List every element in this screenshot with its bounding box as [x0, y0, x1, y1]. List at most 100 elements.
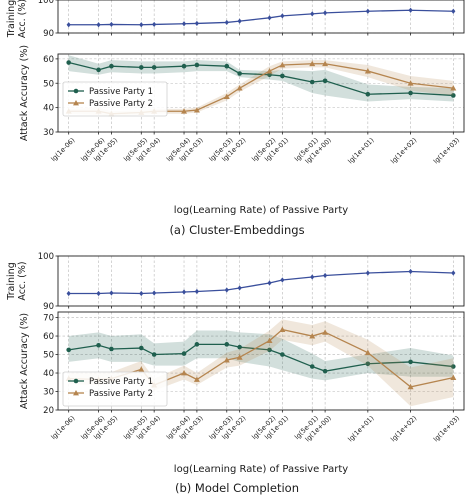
data-point: [266, 337, 273, 344]
y-tick-label: 30: [43, 128, 54, 138]
y-tick-label: 30: [43, 388, 54, 398]
data-point: [365, 270, 370, 276]
data-point: [267, 347, 272, 353]
data-point: [109, 63, 114, 69]
figure-a: 90 100 Training Acc. (%) 30 40 50 60 Attack Accu…: [6, 0, 465, 237]
y-tick-label: 50: [43, 79, 54, 89]
data-point: [451, 8, 456, 14]
attack-acc-panel-a: 30 40 50 60 Attack Accuracy (%) Passive Party…: [19, 45, 465, 141]
data-point: [236, 354, 243, 360]
data-point: [309, 79, 315, 85]
data-point: [181, 63, 187, 69]
data-point: [237, 71, 242, 76]
data-point: [194, 20, 199, 27]
data-point: [151, 352, 157, 357]
data-point: [96, 342, 101, 348]
y-tick-label: 60: [43, 55, 54, 65]
data-point: [66, 347, 71, 353]
legend-marker: [73, 390, 79, 396]
x-tick-label: lg(1e-06): [49, 414, 76, 441]
y-axis-label-line: Training: [6, 262, 17, 301]
data-point: [365, 91, 371, 97]
data-point: [237, 344, 242, 350]
confidence-band: [68, 330, 454, 381]
legend-marker: [73, 100, 79, 106]
data-point: [224, 63, 230, 69]
y-tick-label: 20: [43, 406, 54, 416]
data-point: [309, 333, 316, 339]
x-axis-label: log(Learning Rate) of Passive Party: [174, 464, 348, 475]
series-1-b-0: [66, 268, 456, 297]
y-tick-label: 100: [38, 252, 54, 262]
legend-label: Passive Party 2: [89, 389, 153, 399]
x-tick-label: lg(1e+03): [432, 414, 461, 443]
y-tick-label: 100: [38, 0, 54, 6]
data-point: [450, 85, 457, 91]
x-tick-label: lg(1e+02): [389, 136, 418, 165]
legend: Passive Party 1 Passive Party 2: [62, 81, 168, 117]
data-point: [181, 108, 188, 114]
data-point: [364, 349, 371, 356]
plot-frame: [57, 0, 465, 34]
x-tick-label: lg(1e+03): [432, 136, 461, 165]
y-tick-label: 50: [43, 351, 54, 361]
data-point: [109, 290, 114, 296]
data-point: [193, 376, 200, 382]
legend-label: Passive Party 1: [89, 87, 153, 97]
data-point: [407, 80, 414, 86]
y-tick-label: 40: [43, 104, 54, 114]
data-point: [138, 366, 145, 372]
y-tick-label: 90: [43, 29, 54, 39]
data-point: [408, 7, 413, 13]
series-line: [68, 343, 454, 372]
data-point: [224, 287, 229, 293]
training-acc-panel-a: 90 100 Training Acc. (%): [6, 0, 465, 39]
y-axis-label-line: Acc. (%): [17, 0, 28, 38]
data-point: [152, 21, 157, 28]
data-point: [151, 65, 157, 70]
data-point: [139, 290, 144, 297]
data-point: [194, 62, 200, 68]
x-tick-label: lg(1e-06): [49, 136, 76, 163]
legend-label: Passive Party 2: [89, 99, 153, 109]
confidence-band: [68, 60, 454, 117]
data-point: [310, 11, 315, 17]
data-point: [181, 21, 187, 27]
data-point: [280, 277, 285, 283]
data-point: [138, 65, 144, 70]
data-point: [96, 290, 101, 297]
figure-b: 90 100 Training Acc. (%) 20 30 40 50 60 70 Attack …: [6, 252, 465, 495]
data-point: [66, 60, 71, 65]
data-point: [138, 345, 144, 351]
x-tick-label: lg(1e+01): [346, 414, 375, 443]
data-point: [236, 85, 243, 91]
legend: Passive Party 1 Passive Party 2: [62, 371, 168, 407]
data-point: [223, 93, 230, 100]
data-point: [266, 68, 273, 74]
data-point: [280, 13, 285, 19]
legend-box: [62, 81, 168, 117]
x-axis-label: log(Learning Rate) of Passive Party: [174, 205, 348, 216]
data-point: [279, 61, 286, 68]
data-point: [408, 359, 413, 365]
data-point: [181, 289, 187, 295]
subfigure-caption: (b) Model Completion: [175, 481, 299, 495]
data-point: [450, 374, 457, 381]
data-point: [66, 290, 71, 297]
data-point: [267, 15, 272, 21]
data-point: [267, 72, 272, 78]
data-point: [279, 326, 286, 332]
data-point: [451, 93, 456, 98]
data-point: [194, 288, 199, 295]
data-point: [267, 280, 272, 286]
data-point: [280, 73, 285, 79]
data-point: [193, 107, 200, 113]
y-axis-label: Attack Accuracy (%): [19, 313, 30, 409]
data-point: [451, 270, 456, 276]
data-point: [139, 22, 144, 28]
data-point: [224, 342, 230, 347]
data-point: [408, 268, 413, 275]
y-tick-label: 60: [43, 332, 54, 342]
plot-frame: [57, 255, 465, 307]
